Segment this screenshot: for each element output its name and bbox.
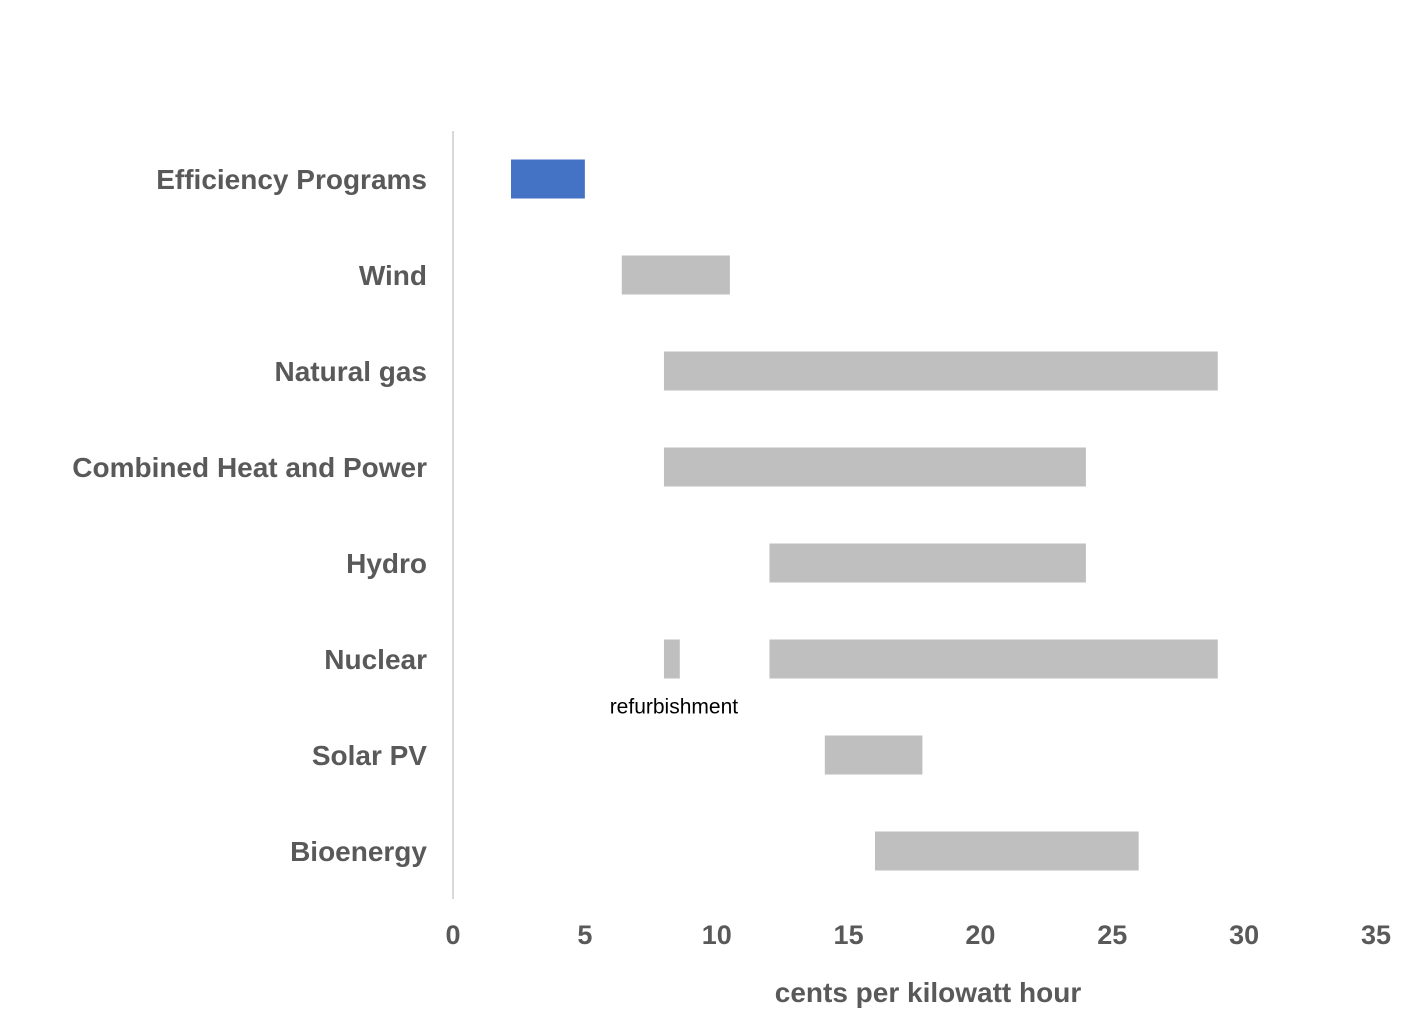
bar-hydro — [769, 543, 1086, 583]
category-label-solar-pv: Solar PV — [312, 740, 427, 771]
x-tick-label-15: 15 — [834, 920, 864, 950]
bar-bioenergy — [874, 831, 1139, 871]
category-label-nuclear: Nuclear — [324, 644, 427, 675]
annotations: refurbishment — [610, 696, 739, 719]
bar-efficiency-programs — [511, 159, 585, 199]
x-tick-label-20: 20 — [965, 920, 995, 950]
bar-wind — [621, 255, 730, 295]
annotation-refurbishment: refurbishment — [610, 696, 739, 719]
x-tick-label-35: 35 — [1361, 920, 1391, 950]
bar-natural-gas — [663, 351, 1218, 391]
bar-nuclear-2 — [769, 639, 1218, 679]
x-tick-label-0: 0 — [445, 920, 460, 950]
category-label-wind: Wind — [359, 260, 427, 291]
x-tick-labels: 0 5 10 15 20 25 30 35 — [445, 920, 1391, 950]
category-label-combined-heat-and-power: Combined Heat and Power — [72, 452, 427, 483]
bar-nuclear-1 — [663, 639, 680, 679]
category-label-hydro: Hydro — [346, 548, 427, 579]
x-tick-label-25: 25 — [1097, 920, 1127, 950]
bar-solar-pv — [824, 735, 923, 775]
x-tick-label-30: 30 — [1229, 920, 1259, 950]
x-tick-label-5: 5 — [577, 920, 592, 950]
x-tick-label-10: 10 — [702, 920, 732, 950]
category-label-bioenergy: Bioenergy — [290, 836, 427, 867]
category-labels: Efficiency Programs Wind Natural gas Combin… — [72, 164, 427, 867]
category-label-natural-gas: Natural gas — [275, 356, 428, 387]
x-axis-title: cents per kilowatt hour — [775, 977, 1082, 1008]
category-label-efficiency-programs: Efficiency Programs — [156, 164, 427, 195]
bar-combined-heat-and-power — [663, 447, 1086, 487]
bars — [511, 159, 1218, 871]
